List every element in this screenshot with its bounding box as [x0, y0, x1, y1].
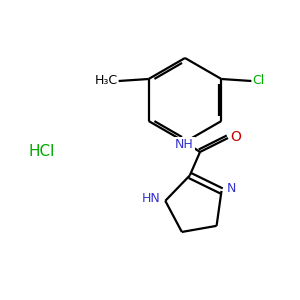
Text: H₃C: H₃C	[94, 74, 118, 88]
Text: NH: NH	[175, 139, 194, 152]
Text: Cl: Cl	[252, 74, 265, 88]
Text: O: O	[230, 130, 241, 144]
Text: HCl: HCl	[28, 145, 54, 160]
Text: N: N	[226, 182, 236, 195]
Text: HN: HN	[142, 192, 160, 205]
